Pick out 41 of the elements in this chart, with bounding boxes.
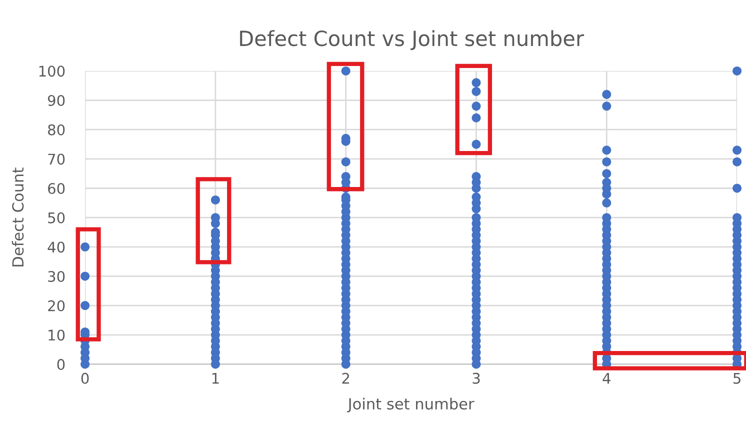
point bbox=[210, 195, 220, 204]
x-tick-label: 0 bbox=[81, 372, 89, 384]
y-tick-label: 70 bbox=[48, 154, 65, 165]
point bbox=[602, 102, 612, 111]
point bbox=[602, 157, 612, 166]
point bbox=[80, 242, 90, 252]
point bbox=[472, 140, 481, 149]
point bbox=[80, 301, 90, 310]
y-tick-label: 40 bbox=[48, 242, 65, 253]
y-tick-label: 100 bbox=[39, 66, 65, 77]
x-tick-label: 1 bbox=[212, 372, 219, 384]
y-tick-label: 10 bbox=[48, 330, 65, 341]
point bbox=[602, 198, 612, 208]
point bbox=[472, 113, 481, 122]
point bbox=[602, 146, 612, 155]
point bbox=[472, 86, 481, 96]
chart-title: Defect Count vs Joint set number bbox=[240, 30, 584, 50]
y-tick-label: 30 bbox=[48, 270, 65, 282]
point bbox=[732, 184, 742, 193]
x-tick-label: 5 bbox=[734, 372, 740, 384]
point bbox=[341, 66, 350, 76]
point bbox=[602, 90, 612, 99]
point bbox=[602, 169, 612, 178]
x-tick-label: 4 bbox=[602, 372, 610, 384]
y-axis-title: Defect Count bbox=[12, 168, 24, 266]
y-tick-label: 80 bbox=[48, 124, 65, 136]
point bbox=[341, 157, 350, 166]
point bbox=[80, 272, 90, 281]
y-tick-label: 20 bbox=[48, 300, 65, 312]
x-tick-label: 2 bbox=[342, 372, 350, 384]
x-axis-title: Joint set number bbox=[347, 398, 474, 412]
point bbox=[732, 146, 742, 155]
point bbox=[472, 102, 481, 111]
point bbox=[732, 66, 742, 76]
point bbox=[732, 157, 742, 166]
y-tick-label: 0 bbox=[57, 358, 65, 370]
y-tick-label: 90 bbox=[48, 94, 65, 106]
y-tick-label: 50 bbox=[48, 212, 65, 224]
x-tick-label: 3 bbox=[472, 372, 480, 384]
point bbox=[472, 78, 481, 88]
y-tick-label: 60 bbox=[48, 182, 65, 194]
